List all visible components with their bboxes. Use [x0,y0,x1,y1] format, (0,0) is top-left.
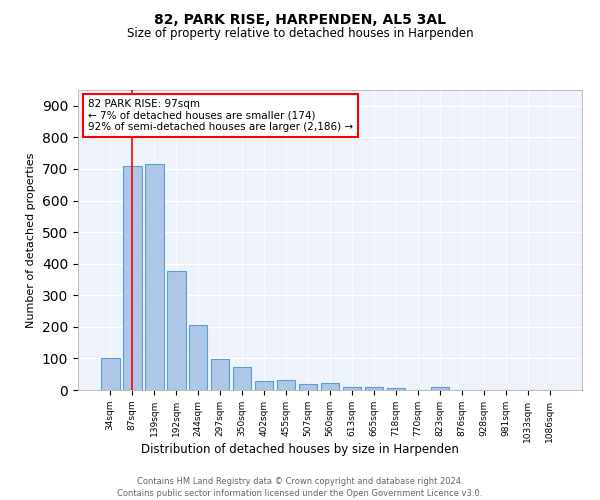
Text: Contains public sector information licensed under the Open Government Licence v3: Contains public sector information licen… [118,489,482,498]
Bar [233,368,251,390]
Bar [123,166,142,390]
Bar [211,360,229,390]
Y-axis label: Number of detached properties: Number of detached properties [26,152,37,328]
Bar [343,387,361,390]
Bar [320,382,340,390]
Bar [189,324,208,390]
Bar [431,388,449,390]
Bar [167,270,185,390]
Text: 82, PARK RISE, HARPENDEN, AL5 3AL: 82, PARK RISE, HARPENDEN, AL5 3AL [154,12,446,26]
Bar [365,388,383,390]
Bar [255,380,274,390]
Bar [277,380,295,390]
Text: 82 PARK RISE: 97sqm
← 7% of detached houses are smaller (174)
92% of semi-detach: 82 PARK RISE: 97sqm ← 7% of detached hou… [88,99,353,132]
Bar [145,164,164,390]
Text: Contains HM Land Registry data © Crown copyright and database right 2024.: Contains HM Land Registry data © Crown c… [137,478,463,486]
Text: Distribution of detached houses by size in Harpenden: Distribution of detached houses by size … [141,442,459,456]
Text: Size of property relative to detached houses in Harpenden: Size of property relative to detached ho… [127,28,473,40]
Bar [299,384,317,390]
Bar [386,388,405,390]
Bar [101,358,119,390]
